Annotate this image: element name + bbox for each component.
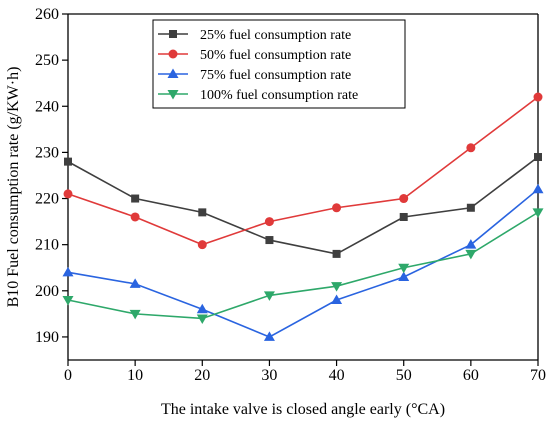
data-point	[465, 239, 477, 249]
y-tick-label: 210	[35, 237, 59, 254]
legend-items: 25% fuel consumption rate 50% fuel consum…	[158, 28, 358, 103]
x-tick-label: 30	[261, 367, 277, 384]
legend-label: 75% fuel consumption rate	[200, 68, 351, 83]
data-point	[332, 249, 341, 258]
legend-marker	[168, 49, 178, 59]
x-ticks: 0 10 20 30 40 50 60 70	[64, 360, 546, 384]
data-point	[198, 208, 207, 217]
data-point	[532, 208, 544, 218]
x-tick-label: 40	[329, 367, 345, 384]
y-tick-label: 220	[35, 191, 59, 208]
data-point	[399, 194, 409, 204]
data-point	[466, 203, 475, 212]
y-tick-label: 260	[35, 6, 59, 23]
data-point	[465, 249, 477, 260]
y-tick-label: 230	[35, 144, 59, 161]
data-point	[263, 291, 275, 301]
series-line-4	[67, 211, 539, 320]
legend-item-4: 100% fuel consumption rate	[158, 88, 358, 103]
data-point	[64, 157, 72, 166]
data-point	[131, 194, 140, 203]
data-point	[398, 263, 410, 274]
data-point	[62, 296, 74, 306]
data-point	[129, 309, 141, 320]
x-axis-title: The intake valve is closed angle early (…	[161, 401, 445, 418]
legend-label: 50% fuel consumption rate	[200, 48, 351, 63]
series-line-2	[67, 96, 539, 246]
legend-item-3: 75% fuel consumption rate	[158, 68, 351, 83]
x-tick-label: 10	[127, 367, 143, 384]
data-point	[331, 282, 343, 292]
x-tick-label: 50	[396, 367, 412, 384]
data-point	[399, 212, 408, 221]
x-tick-label: 70	[530, 367, 546, 384]
x-tick-label: 20	[194, 367, 210, 384]
y-ticks: 190 200 210 220 230 240 250 260	[35, 6, 68, 346]
data-point	[331, 294, 343, 305]
data-point	[533, 92, 543, 102]
data-point	[532, 183, 544, 194]
data-point	[130, 212, 140, 222]
legend-label: 100% fuel consumption rate	[200, 88, 358, 103]
legend-box	[152, 19, 406, 109]
legend-marker	[169, 30, 177, 38]
y-tick-label: 200	[35, 283, 59, 300]
legend: 25% fuel consumption rate 50% fuel consum…	[152, 19, 406, 109]
x-tick-label: 60	[463, 367, 479, 384]
legend-marker	[167, 68, 179, 78]
data-point	[196, 314, 208, 324]
data-point	[466, 143, 476, 153]
series-2	[63, 92, 543, 250]
y-tick-label: 190	[35, 329, 59, 346]
series-1	[64, 153, 542, 258]
data-point	[534, 153, 542, 162]
series-4	[62, 208, 544, 324]
legend-item-2: 50% fuel consumption rate	[158, 48, 351, 63]
y-tick-label: 240	[35, 98, 59, 115]
data-point	[196, 303, 208, 314]
data-point	[62, 266, 74, 277]
data-point	[265, 236, 274, 245]
y-tick-label: 250	[35, 52, 59, 69]
data-point	[63, 189, 73, 199]
series-line-3	[67, 188, 539, 338]
series-line-1	[67, 156, 539, 255]
y-axis-title: B10 Fuel consumption rate (g/KW·h)	[5, 67, 22, 308]
series-layer	[62, 92, 544, 341]
legend-marker	[167, 90, 179, 100]
data-point	[398, 271, 410, 281]
data-point	[129, 278, 141, 288]
x-tick-label: 0	[64, 367, 72, 384]
legend-label: 25% fuel consumption rate	[200, 28, 351, 43]
legend-item-1: 25% fuel consumption rate	[158, 28, 351, 43]
data-point	[264, 217, 274, 227]
data-point	[197, 240, 207, 250]
data-point	[332, 203, 342, 213]
series-3	[62, 183, 544, 341]
data-point	[263, 331, 275, 341]
